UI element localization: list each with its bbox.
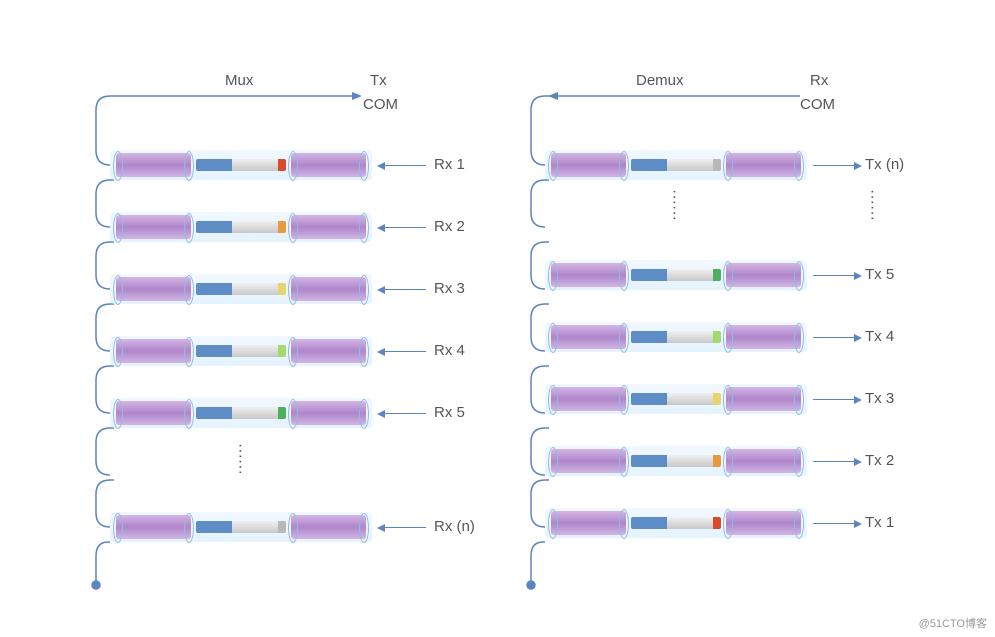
optical-filter: [110, 150, 372, 180]
port-label: Tx 1: [865, 514, 894, 531]
watermark: @51CTO博客: [919, 615, 987, 631]
demux-title: Demux: [636, 72, 684, 89]
arrow-out: [813, 165, 855, 166]
optical-filter: [545, 508, 807, 538]
dots-mux: ······: [238, 443, 243, 475]
optical-filter: [545, 446, 807, 476]
arrow-out: [813, 461, 855, 462]
com-label-left: COM: [363, 96, 398, 113]
arrow-in: [384, 165, 426, 166]
port-label: Tx 4: [865, 328, 894, 345]
optical-filter: [545, 260, 807, 290]
port-label: Tx 2: [865, 452, 894, 469]
arrow-out: [813, 523, 855, 524]
tx-label: Tx: [370, 72, 387, 89]
arrow-in: [384, 289, 426, 290]
arrow-in: [384, 227, 426, 228]
optical-filter: [545, 150, 807, 180]
optical-filter: [110, 336, 372, 366]
port-label: Rx 2: [434, 218, 465, 235]
optical-filter: [110, 512, 372, 542]
arrow-in: [384, 527, 426, 528]
arrow-out: [813, 275, 855, 276]
port-label: Tx 3: [865, 390, 894, 407]
com-label-right: COM: [800, 96, 835, 113]
port-label: Rx 3: [434, 280, 465, 297]
port-label: Rx (n): [434, 518, 475, 535]
diagram-canvas: Mux Tx COM Demux Rx COM ······ ······ ··…: [0, 0, 995, 637]
port-label: Rx 5: [434, 404, 465, 421]
optical-filter: [110, 212, 372, 242]
arrow-in: [384, 413, 426, 414]
optical-filter: [110, 274, 372, 304]
arrow-out: [813, 399, 855, 400]
rx-label: Rx: [810, 72, 828, 89]
arrow-in: [384, 351, 426, 352]
optical-filter: [110, 398, 372, 428]
port-label: Tx (n): [865, 156, 904, 173]
port-label: Rx 1: [434, 156, 465, 173]
arrow-out: [813, 337, 855, 338]
optical-filter: [545, 384, 807, 414]
mux-title: Mux: [225, 72, 253, 89]
dots-demux: ······: [672, 189, 677, 221]
port-label: Tx 5: [865, 266, 894, 283]
port-label: Rx 4: [434, 342, 465, 359]
dots-demux-label: ······: [870, 189, 875, 221]
optical-filter: [545, 322, 807, 352]
